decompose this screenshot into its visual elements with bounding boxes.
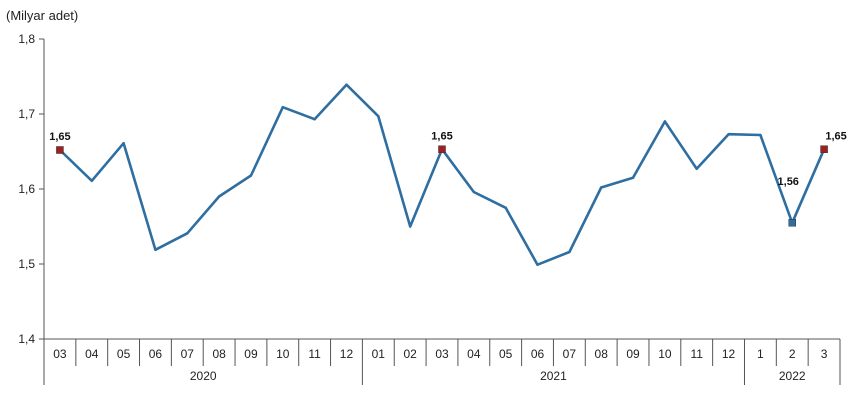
y-tick-label: 1,4 <box>18 332 35 346</box>
x-tick-label: 01 <box>372 347 386 361</box>
x-tick-label: 06 <box>531 347 545 361</box>
y-tick-label: 1,8 <box>18 32 35 46</box>
data-point <box>759 133 762 137</box>
data-point <box>600 186 603 189</box>
x-tick-label: 10 <box>658 347 672 361</box>
x-tick-label: 02 <box>403 347 417 361</box>
data-point <box>345 83 348 86</box>
data-point <box>536 263 539 266</box>
x-tick-label: 04 <box>467 347 481 361</box>
y-tick-label: 1,6 <box>18 182 35 196</box>
x-tick-label: 05 <box>117 347 131 361</box>
marker-layer: 1,65 1,65 1,56 1,65 <box>49 130 847 227</box>
x-tick-label: 04 <box>85 347 99 361</box>
data-point <box>154 248 157 251</box>
data-label: 1,65 <box>49 131 70 143</box>
data-point <box>313 118 316 121</box>
x-tick-label: 09 <box>244 347 258 361</box>
highlight-marker <box>788 219 796 227</box>
x-tick-labels: 03 04 05 06 07 08 09 10 11 12 01 02 03 04 05 06 07 08 09 10… <box>53 347 827 361</box>
x-tick-label: 12 <box>722 347 736 361</box>
data-point <box>249 174 253 177</box>
data-point <box>122 142 125 145</box>
highlight-marker <box>438 145 446 153</box>
year-group-label: 2021 <box>540 369 567 383</box>
year-group-label: 2022 <box>779 369 806 383</box>
data-point <box>408 225 412 228</box>
x-tick-label: 09 <box>626 347 640 361</box>
data-point <box>631 176 635 179</box>
data-point <box>727 133 730 136</box>
data-label: 1,56 <box>778 176 799 188</box>
x-tick-label: 11 <box>690 347 703 361</box>
y-tick-labels: 1,4 1,5 1,6 1,7 1,8 <box>18 32 35 346</box>
x-tick-label: 3 <box>821 347 828 361</box>
data-point <box>281 106 284 109</box>
highlight-marker <box>820 145 828 153</box>
y-tick-label: 1,5 <box>18 257 35 271</box>
x-tick-label: 03 <box>53 347 67 361</box>
x-tick-label: 11 <box>308 347 321 361</box>
data-label: 1,65 <box>825 130 846 142</box>
x-tick-label: 03 <box>435 347 449 361</box>
data-point <box>377 115 380 118</box>
x-tick-label: 12 <box>340 347 354 361</box>
x-tick-label: 08 <box>212 347 226 361</box>
data-point <box>186 232 189 235</box>
x-tick-label: 10 <box>276 347 290 361</box>
x-tick-label: 07 <box>181 347 195 361</box>
x-tick-label: 06 <box>149 347 163 361</box>
year-group-label: 2020 <box>190 369 217 383</box>
data-point <box>695 167 698 170</box>
data-point <box>217 195 221 198</box>
x-tick-label: 08 <box>595 347 609 361</box>
data-point <box>472 190 476 194</box>
x-tick-label: 05 <box>499 347 513 361</box>
x-tick-label: 1 <box>757 347 764 361</box>
data-label: 1,65 <box>431 130 452 142</box>
axes <box>39 38 841 385</box>
data-point <box>90 179 93 182</box>
data-point <box>568 250 571 254</box>
x-tick-label: 2 <box>789 347 796 361</box>
data-point <box>663 120 667 123</box>
series-line <box>58 83 826 267</box>
series-layer <box>58 83 826 267</box>
x-tick-label: 07 <box>563 347 577 361</box>
highlight-marker <box>56 146 64 154</box>
year-group-labels: 2020 2021 2022 <box>190 369 806 383</box>
y-tick-label: 1,7 <box>18 107 35 121</box>
y-axis-unit-label: (Milyar adet) <box>6 8 79 23</box>
data-point <box>504 206 507 209</box>
